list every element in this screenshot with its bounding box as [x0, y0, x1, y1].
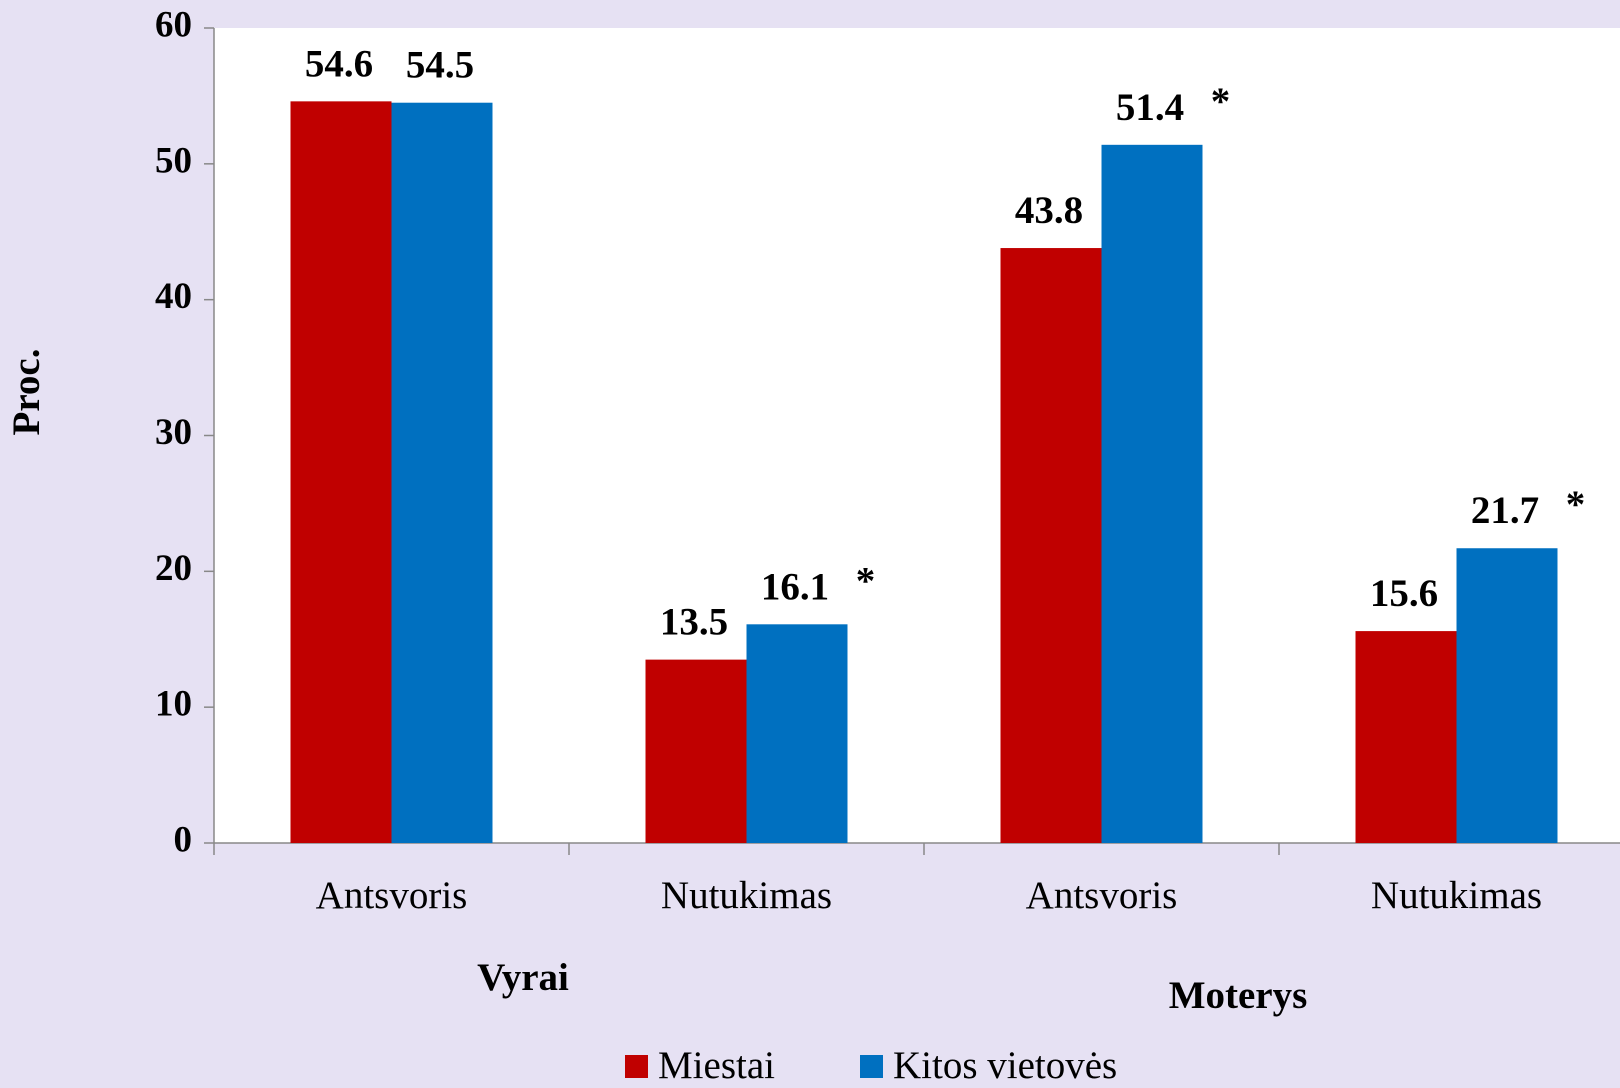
x-tick-label: Nutukimas: [661, 874, 832, 917]
bar: [1000, 248, 1102, 844]
y-tick-label: 20: [155, 548, 192, 589]
y-tick-label: 10: [155, 684, 192, 725]
bar: [746, 624, 848, 843]
y-tick-label: 40: [155, 276, 192, 317]
annotation: *: [1566, 483, 1586, 526]
value-label: 54.6: [305, 42, 373, 85]
value-label: 54.5: [406, 44, 474, 87]
value-label: 15.6: [1370, 572, 1438, 615]
y-tick-label: 0: [174, 819, 193, 860]
y-tick-label: 30: [155, 412, 192, 453]
value-label: 51.4: [1116, 86, 1184, 129]
x-tick-label: Nutukimas: [1371, 874, 1542, 917]
annotation: *: [1211, 80, 1231, 123]
group-label: Moterys: [1169, 974, 1308, 1017]
bar: [1456, 548, 1558, 843]
bar: [1355, 631, 1457, 843]
y-axis-label: Proc.: [5, 349, 48, 436]
group-label: Vyrai: [477, 956, 569, 999]
x-tick-label: Antsvoris: [316, 874, 468, 917]
x-tick-label: Antsvoris: [1026, 874, 1178, 917]
value-label: 13.5: [660, 601, 728, 644]
value-label: 16.1: [761, 565, 829, 608]
annotation: *: [856, 559, 876, 602]
y-tick-label: 50: [155, 140, 192, 181]
legend-label: Miestai: [658, 1044, 775, 1087]
legend-label: Kitos vietovės: [893, 1044, 1117, 1087]
legend-swatch: [625, 1055, 648, 1078]
value-label: 21.7: [1471, 489, 1539, 532]
value-label: 43.8: [1015, 189, 1083, 232]
bar: [391, 102, 493, 844]
bar: [645, 659, 747, 843]
legend-swatch: [860, 1055, 883, 1078]
bar: [290, 101, 392, 844]
bar: [1101, 144, 1203, 844]
y-tick-label: 60: [155, 4, 192, 45]
